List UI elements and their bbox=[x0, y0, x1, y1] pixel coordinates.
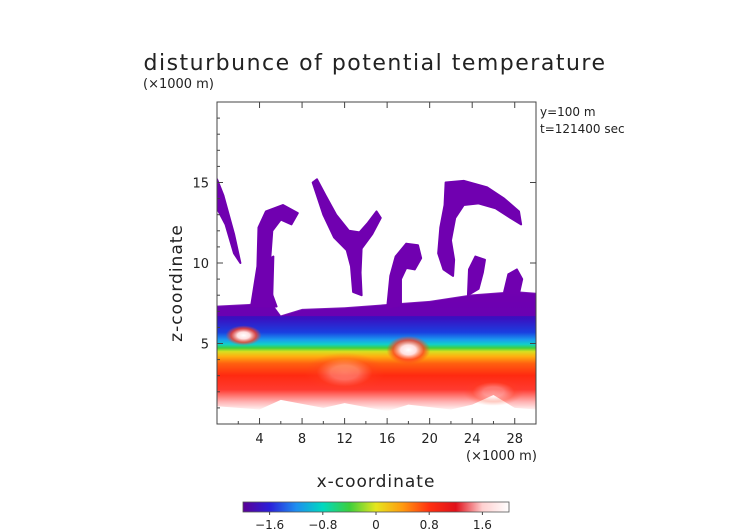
field-layer bbox=[217, 178, 536, 412]
warm-maximum bbox=[386, 335, 431, 364]
x-axis-ticks: 4 8 12 16 20 24 28 bbox=[237, 102, 523, 447]
y-tick-label: 5 bbox=[201, 338, 209, 353]
negative-plume bbox=[466, 255, 486, 297]
x-tick-label: 4 bbox=[255, 432, 263, 447]
colorbar-tick-label: −0.8 bbox=[308, 518, 337, 532]
x-tick-label: 16 bbox=[379, 432, 396, 447]
negative-plume bbox=[217, 178, 242, 264]
y-axis-label: z-coordinate bbox=[167, 224, 187, 342]
plot-area bbox=[217, 178, 536, 412]
x-tick-label: 24 bbox=[464, 432, 481, 447]
colorbar-tick-label: 0.8 bbox=[420, 518, 439, 532]
negative-plume bbox=[264, 255, 275, 308]
colorbar bbox=[242, 501, 510, 513]
chart-title: disturbunce of potential temperature bbox=[144, 51, 607, 76]
negative-plume bbox=[250, 204, 299, 308]
annotation-y: y=100 m bbox=[540, 105, 596, 119]
stratified-layer bbox=[217, 291, 536, 412]
y-tick-label: 10 bbox=[192, 257, 209, 272]
y-axis-ticks: 5 10 15 bbox=[192, 117, 536, 409]
warm-maximum bbox=[463, 377, 524, 406]
y-unit-label: (×1000 m) bbox=[143, 77, 214, 92]
negative-plume bbox=[503, 268, 524, 295]
x-tick-label: 20 bbox=[421, 432, 438, 447]
negative-layer-top bbox=[217, 291, 536, 317]
warm-maximum bbox=[225, 325, 262, 346]
x-tick-label: 28 bbox=[506, 432, 523, 447]
negative-plume bbox=[311, 178, 382, 297]
x-tick-label: 12 bbox=[336, 432, 353, 447]
y-tick-label: 15 bbox=[192, 177, 209, 192]
colorbar-tick-label: 1.6 bbox=[473, 518, 492, 532]
negative-plume bbox=[437, 179, 523, 277]
x-tick-label: 8 bbox=[298, 432, 306, 447]
x-axis-label: x-coordinate bbox=[317, 472, 436, 492]
colorbar-ticks: −1.6 −0.8 0 0.8 1.6 bbox=[255, 512, 492, 532]
x-unit-label: (×1000 m) bbox=[466, 449, 537, 464]
colorbar-tick-label: −1.6 bbox=[255, 518, 284, 532]
warm-maximum bbox=[304, 352, 385, 393]
colorbar-tick-label: 0 bbox=[372, 518, 380, 532]
annotation-t: t=121400 sec bbox=[540, 122, 625, 136]
negative-plume bbox=[386, 242, 423, 310]
